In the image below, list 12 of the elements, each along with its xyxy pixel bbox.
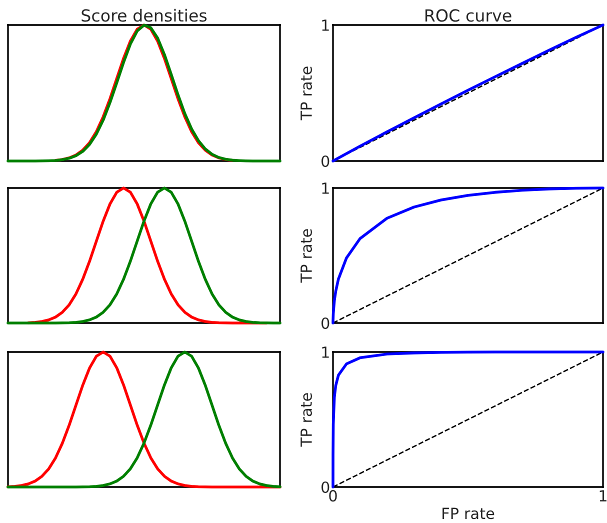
y-tick-label: 0 bbox=[322, 481, 330, 494]
y-axis-title: TP rate bbox=[300, 66, 312, 120]
y-tick-label: 0 bbox=[322, 155, 330, 168]
y-tick-label: 1 bbox=[322, 182, 329, 194]
y-tick-label: 1 bbox=[322, 20, 329, 31]
chart-title: Score densities bbox=[82, 8, 207, 22]
y-tick-label: 0 bbox=[322, 317, 330, 330]
chart-title: ROC curve bbox=[425, 9, 512, 22]
y-axis-title: TP rate bbox=[300, 229, 312, 283]
y-tick-label: 1 bbox=[322, 346, 329, 358]
y-axis-title: TP rate bbox=[300, 393, 312, 447]
x-axis-title: FP rate bbox=[442, 508, 494, 520]
